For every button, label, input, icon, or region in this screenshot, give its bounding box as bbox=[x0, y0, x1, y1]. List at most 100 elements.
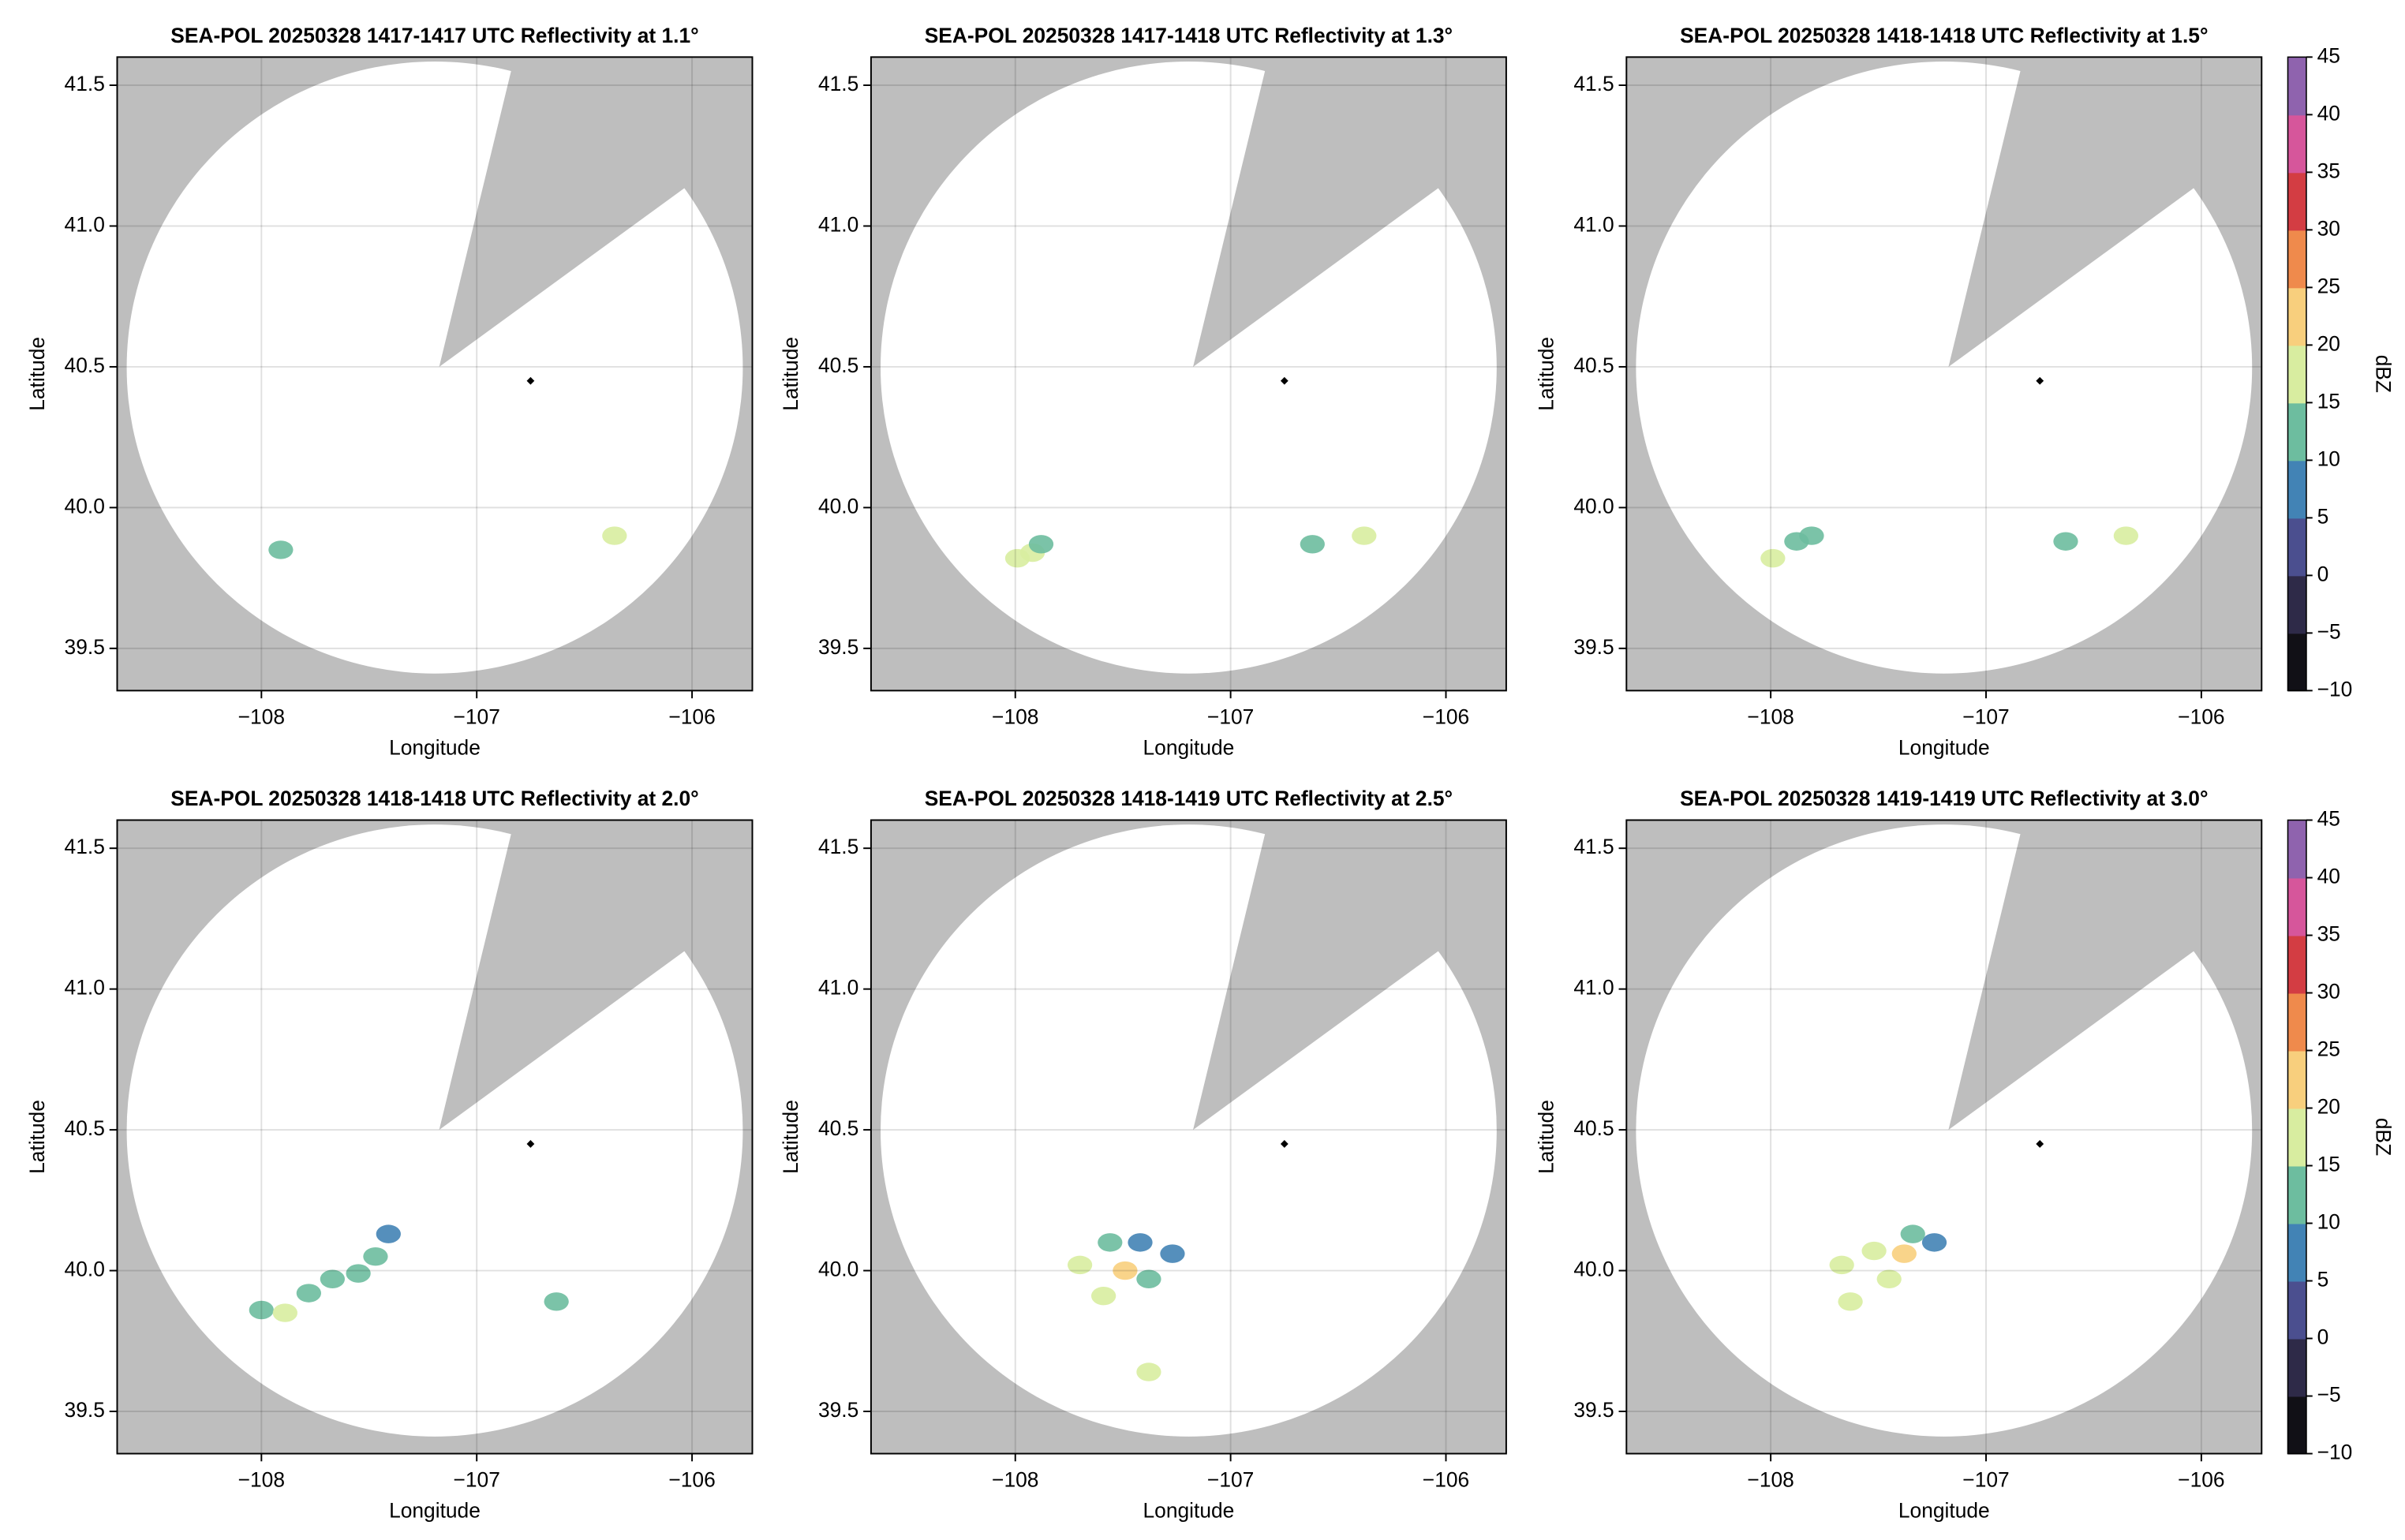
colorbar-tick-label: 30 bbox=[2317, 979, 2340, 1003]
colorbar-tick-label: 5 bbox=[2317, 504, 2329, 528]
colorbar-tick-label: 25 bbox=[2317, 274, 2340, 297]
panel: −108 −107 −106 39.5 40.0 40.5 41.0 41.5 SEA-POL … bbox=[25, 787, 754, 1523]
colorbar-segment bbox=[2287, 877, 2306, 936]
x-axis-label: Longitude bbox=[1898, 736, 1990, 760]
echo-cell bbox=[296, 1284, 321, 1303]
colorbar-tick-label: −5 bbox=[2317, 1382, 2341, 1406]
echo-cell bbox=[1090, 1286, 1116, 1306]
panel: −108 −107 −106 39.5 40.0 40.5 41.0 41.5 SEA-POL … bbox=[1535, 787, 2396, 1523]
y-tick-label: 39.5 bbox=[1573, 1398, 1614, 1422]
panel: −108 −107 −106 39.5 40.0 40.5 41.0 41.5 SEA-POL … bbox=[779, 24, 1507, 760]
y-tick-label: 40.5 bbox=[1573, 1116, 1614, 1140]
colorbar-segment bbox=[2287, 1050, 2306, 1109]
x-tick-label: −107 bbox=[1207, 705, 1254, 729]
echo-cell bbox=[249, 1300, 274, 1320]
y-tick-label: 40.0 bbox=[1573, 494, 1614, 518]
x-tick-label: −108 bbox=[1747, 1468, 1793, 1492]
blocked-sector bbox=[1948, 57, 2262, 368]
colorbar-segment bbox=[2287, 345, 2306, 404]
radar-marker bbox=[1280, 1140, 1289, 1148]
y-tick-label: 41.5 bbox=[818, 835, 858, 858]
colorbar-tick-label: 20 bbox=[2317, 1094, 2340, 1118]
y-tick-label: 39.5 bbox=[818, 1398, 858, 1422]
y-tick-label: 40.5 bbox=[818, 353, 858, 377]
echo-cell bbox=[602, 526, 627, 545]
x-tick-label: −106 bbox=[668, 1468, 715, 1492]
x-tick-label: −106 bbox=[1423, 1468, 1469, 1492]
echo-cell bbox=[1352, 526, 1377, 545]
y-tick-label: 40.5 bbox=[818, 1116, 858, 1140]
colorbar-segment bbox=[2287, 935, 2306, 994]
plot-area bbox=[1626, 820, 2262, 1454]
y-tick-label: 41.0 bbox=[65, 976, 105, 1000]
axes-frame bbox=[870, 56, 1507, 692]
x-tick-label: −107 bbox=[1962, 1468, 2009, 1492]
x-tick-label: −108 bbox=[992, 705, 1038, 729]
y-tick-label: 41.5 bbox=[1573, 72, 1614, 95]
echo-cell bbox=[1921, 1233, 1947, 1252]
x-tick-label: −106 bbox=[1423, 705, 1469, 729]
y-tick-label: 40.0 bbox=[65, 1258, 105, 1281]
echo-cell bbox=[544, 1292, 569, 1311]
colorbar-label: dBZ bbox=[2372, 1118, 2396, 1156]
colorbar-frame bbox=[2287, 819, 2307, 1455]
y-tick-label: 41.5 bbox=[65, 835, 105, 858]
y-tick-label: 40.0 bbox=[818, 1258, 858, 1281]
colorbar-segment bbox=[2287, 518, 2306, 577]
y-tick-label: 41.5 bbox=[65, 72, 105, 95]
colorbar-tick-label: 5 bbox=[2317, 1267, 2329, 1291]
colorbar-segment bbox=[2287, 1280, 2306, 1340]
echo-cell bbox=[272, 1303, 297, 1322]
x-axis-label: Longitude bbox=[389, 736, 481, 760]
echo-cell bbox=[1300, 535, 1325, 554]
colorbar-tick-label: 35 bbox=[2317, 159, 2340, 182]
y-tick-label: 40.0 bbox=[1573, 1258, 1614, 1281]
y-tick-label: 39.5 bbox=[65, 1398, 105, 1422]
blocked-sector bbox=[439, 820, 753, 1131]
x-axis-label: Longitude bbox=[1143, 736, 1235, 760]
colorbar-segment bbox=[2287, 230, 2306, 289]
echo-cell bbox=[1067, 1255, 1093, 1275]
panel-title: SEA-POL 20250328 1417-1418 UTC Reflectiv… bbox=[925, 24, 1453, 47]
plot-area bbox=[117, 820, 753, 1454]
y-tick-label: 40.0 bbox=[65, 494, 105, 518]
radar-marker bbox=[1280, 376, 1289, 385]
y-axis-label: Latitude bbox=[1535, 1100, 1558, 1174]
echo-cell bbox=[1891, 1244, 1917, 1263]
axes-frame bbox=[1625, 819, 2263, 1455]
colorbar-segment bbox=[2287, 1338, 2306, 1397]
panel-title: SEA-POL 20250328 1417-1417 UTC Reflectiv… bbox=[170, 24, 698, 47]
colorbar-tick-label: 20 bbox=[2317, 331, 2340, 355]
colorbar-tick-label: 25 bbox=[2317, 1037, 2340, 1060]
y-tick-label: 41.0 bbox=[1573, 212, 1614, 236]
y-tick-label: 39.5 bbox=[1573, 635, 1614, 659]
panel-title: SEA-POL 20250328 1418-1419 UTC Reflectiv… bbox=[925, 787, 1453, 810]
axes-frame bbox=[870, 819, 1507, 1455]
colorbar-segment bbox=[2287, 114, 2306, 174]
colorbar-segment bbox=[2287, 1396, 2306, 1455]
y-tick-label: 39.5 bbox=[818, 635, 858, 659]
echo-cell bbox=[1128, 1233, 1153, 1252]
panel-title: SEA-POL 20250328 1418-1418 UTC Reflectiv… bbox=[1680, 24, 2208, 47]
echo-cell bbox=[376, 1224, 401, 1243]
colorbar-tick-label: −5 bbox=[2317, 619, 2341, 643]
radar-marker bbox=[526, 376, 535, 385]
x-tick-label: −107 bbox=[1207, 1468, 1254, 1492]
axes-frame bbox=[1625, 56, 2263, 692]
echo-cell bbox=[1861, 1241, 1887, 1261]
plot-area bbox=[870, 57, 1506, 691]
echo-cell bbox=[363, 1247, 388, 1266]
colorbar-frame bbox=[2287, 56, 2307, 692]
echo-cell bbox=[2113, 526, 2139, 545]
blocked-sector bbox=[1193, 57, 1506, 368]
x-axis-label: Longitude bbox=[1143, 1499, 1235, 1523]
echo-cell bbox=[320, 1269, 345, 1288]
panel: −108 −107 −106 39.5 40.0 40.5 41.0 41.5 SEA-POL … bbox=[1535, 24, 2396, 760]
y-axis-label: Latitude bbox=[779, 337, 802, 411]
plot-area bbox=[1626, 57, 2262, 691]
echo-cell bbox=[1838, 1292, 1863, 1311]
y-tick-label: 40.5 bbox=[1573, 353, 1614, 377]
colorbar-label: dBZ bbox=[2372, 355, 2396, 393]
panel-title: SEA-POL 20250328 1418-1418 UTC Reflectiv… bbox=[170, 787, 698, 810]
